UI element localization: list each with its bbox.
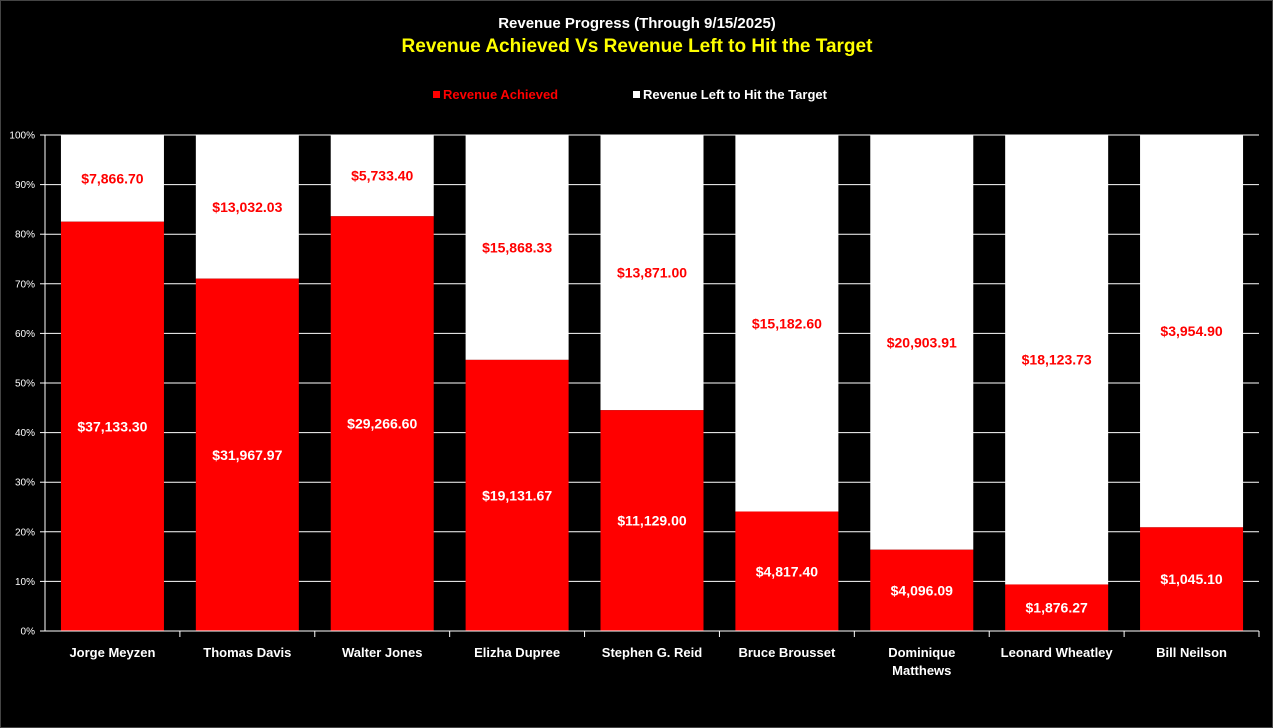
legend-label-revenue-left: Revenue Left to Hit the Target — [643, 87, 828, 102]
x-category-label-line: Thomas Davis — [203, 645, 291, 660]
data-label-revenue-achieved: $29,266.60 — [347, 416, 417, 432]
data-label-revenue-achieved: $4,817.40 — [756, 563, 818, 579]
data-label-revenue-left: $15,182.60 — [752, 315, 822, 331]
x-axis: Jorge Meyzen Thomas Davis Walter Jones Eliz… — [45, 630, 1260, 678]
data-labels: $37,133.30 $7,866.70 $31,967.97 $13,032.03 $… — [77, 168, 1222, 616]
data-label-revenue-achieved: $4,096.09 — [891, 582, 953, 598]
x-category-label-line: Dominique — [888, 645, 955, 660]
x-category-label-line: Walter Jones — [342, 645, 422, 660]
data-label-revenue-achieved: $1,876.27 — [1026, 600, 1088, 616]
data-label-revenue-achieved: $37,133.30 — [77, 418, 147, 434]
y-tick-label: 40% — [15, 428, 35, 439]
y-tick-label: 10% — [15, 577, 35, 588]
data-label-revenue-left: $3,954.90 — [1160, 323, 1222, 339]
x-category-label: Leonard Wheatley — [1001, 645, 1114, 660]
data-label-revenue-left: $18,123.73 — [1022, 352, 1092, 368]
legend: Revenue Achieved Revenue Left to Hit the… — [433, 87, 828, 102]
y-tick-label: 0% — [21, 627, 36, 638]
x-category-label-line: Leonard Wheatley — [1001, 645, 1114, 660]
data-label-revenue-left: $13,032.03 — [212, 199, 282, 215]
bar-revenue-achieved — [465, 359, 569, 631]
legend-swatch-revenue-achieved — [433, 91, 440, 98]
x-category-label-line: Stephen G. Reid — [602, 645, 702, 660]
data-label-revenue-achieved: $1,045.10 — [1160, 571, 1222, 587]
data-label-revenue-achieved: $19,131.67 — [482, 487, 552, 503]
bar-revenue-achieved — [735, 511, 839, 631]
y-tick-label: 70% — [15, 279, 35, 290]
y-tick-label: 100% — [9, 131, 35, 142]
legend-label-revenue-achieved: Revenue Achieved — [443, 87, 558, 102]
bar-revenue-achieved — [60, 221, 164, 632]
bar-revenue-left — [330, 135, 434, 217]
y-tick-label: 60% — [15, 329, 35, 340]
data-label-revenue-left: $15,868.33 — [482, 239, 552, 255]
bar-revenue-left — [465, 135, 569, 360]
x-category-label-line: Bruce Brousset — [738, 645, 835, 660]
x-category-label: Bill Neilson — [1156, 645, 1227, 660]
data-label-revenue-left: $13,871.00 — [617, 265, 687, 281]
x-category-label: Bruce Brousset — [738, 645, 835, 660]
data-label-revenue-achieved: $31,967.97 — [212, 447, 282, 463]
bar-revenue-achieved — [870, 549, 974, 631]
data-label-revenue-left: $7,866.70 — [81, 170, 143, 186]
x-category-label-line: Jorge Meyzen — [69, 645, 155, 660]
x-category-label: Elizha Dupree — [474, 645, 560, 660]
x-category-label: Stephen G. Reid — [602, 645, 702, 660]
data-label-revenue-left: $5,733.40 — [351, 168, 413, 184]
bar-revenue-left — [870, 135, 974, 550]
bar-revenue-left — [1005, 135, 1109, 585]
y-tick-label: 30% — [15, 478, 35, 489]
bar-revenue-left — [1140, 135, 1244, 528]
chart-subtitle: Revenue Achieved Vs Revenue Left to Hit … — [402, 36, 874, 57]
x-category-label-line: Bill Neilson — [1156, 645, 1227, 660]
bar-revenue-left — [195, 135, 299, 279]
y-tick-label: 80% — [15, 230, 35, 241]
bar-revenue-achieved — [195, 278, 299, 631]
y-tick-label: 50% — [15, 379, 35, 390]
x-category-label: Jorge Meyzen — [69, 645, 155, 660]
x-category-label: Thomas Davis — [203, 645, 291, 660]
y-tick-label: 90% — [15, 180, 35, 191]
bar-revenue-achieved — [600, 410, 704, 631]
bar-revenue-achieved — [1140, 527, 1244, 631]
bar-revenue-left — [60, 135, 164, 222]
bar-revenue-achieved — [330, 216, 434, 631]
y-tick-label: 20% — [15, 527, 35, 538]
legend-swatch-revenue-left — [633, 91, 640, 98]
bar-revenue-left — [735, 135, 839, 512]
chart-title: Revenue Progress (Through 9/15/2025) — [498, 15, 776, 32]
bars — [60, 135, 1244, 632]
bar-revenue-left — [600, 135, 704, 411]
data-label-revenue-achieved: $11,129.00 — [617, 513, 687, 529]
data-label-revenue-left: $20,903.91 — [887, 334, 957, 350]
x-category-label-line: Elizha Dupree — [474, 645, 560, 660]
bar-revenue-achieved — [1005, 584, 1109, 631]
y-axis: 0% 10% 20% 30% 40% 50% 60% 70% 80% 90% 100% — [9, 131, 46, 638]
x-category-label: Dominique Matthews — [888, 645, 955, 678]
x-category-label: Walter Jones — [342, 645, 422, 660]
x-category-label-line: Matthews — [892, 663, 951, 678]
